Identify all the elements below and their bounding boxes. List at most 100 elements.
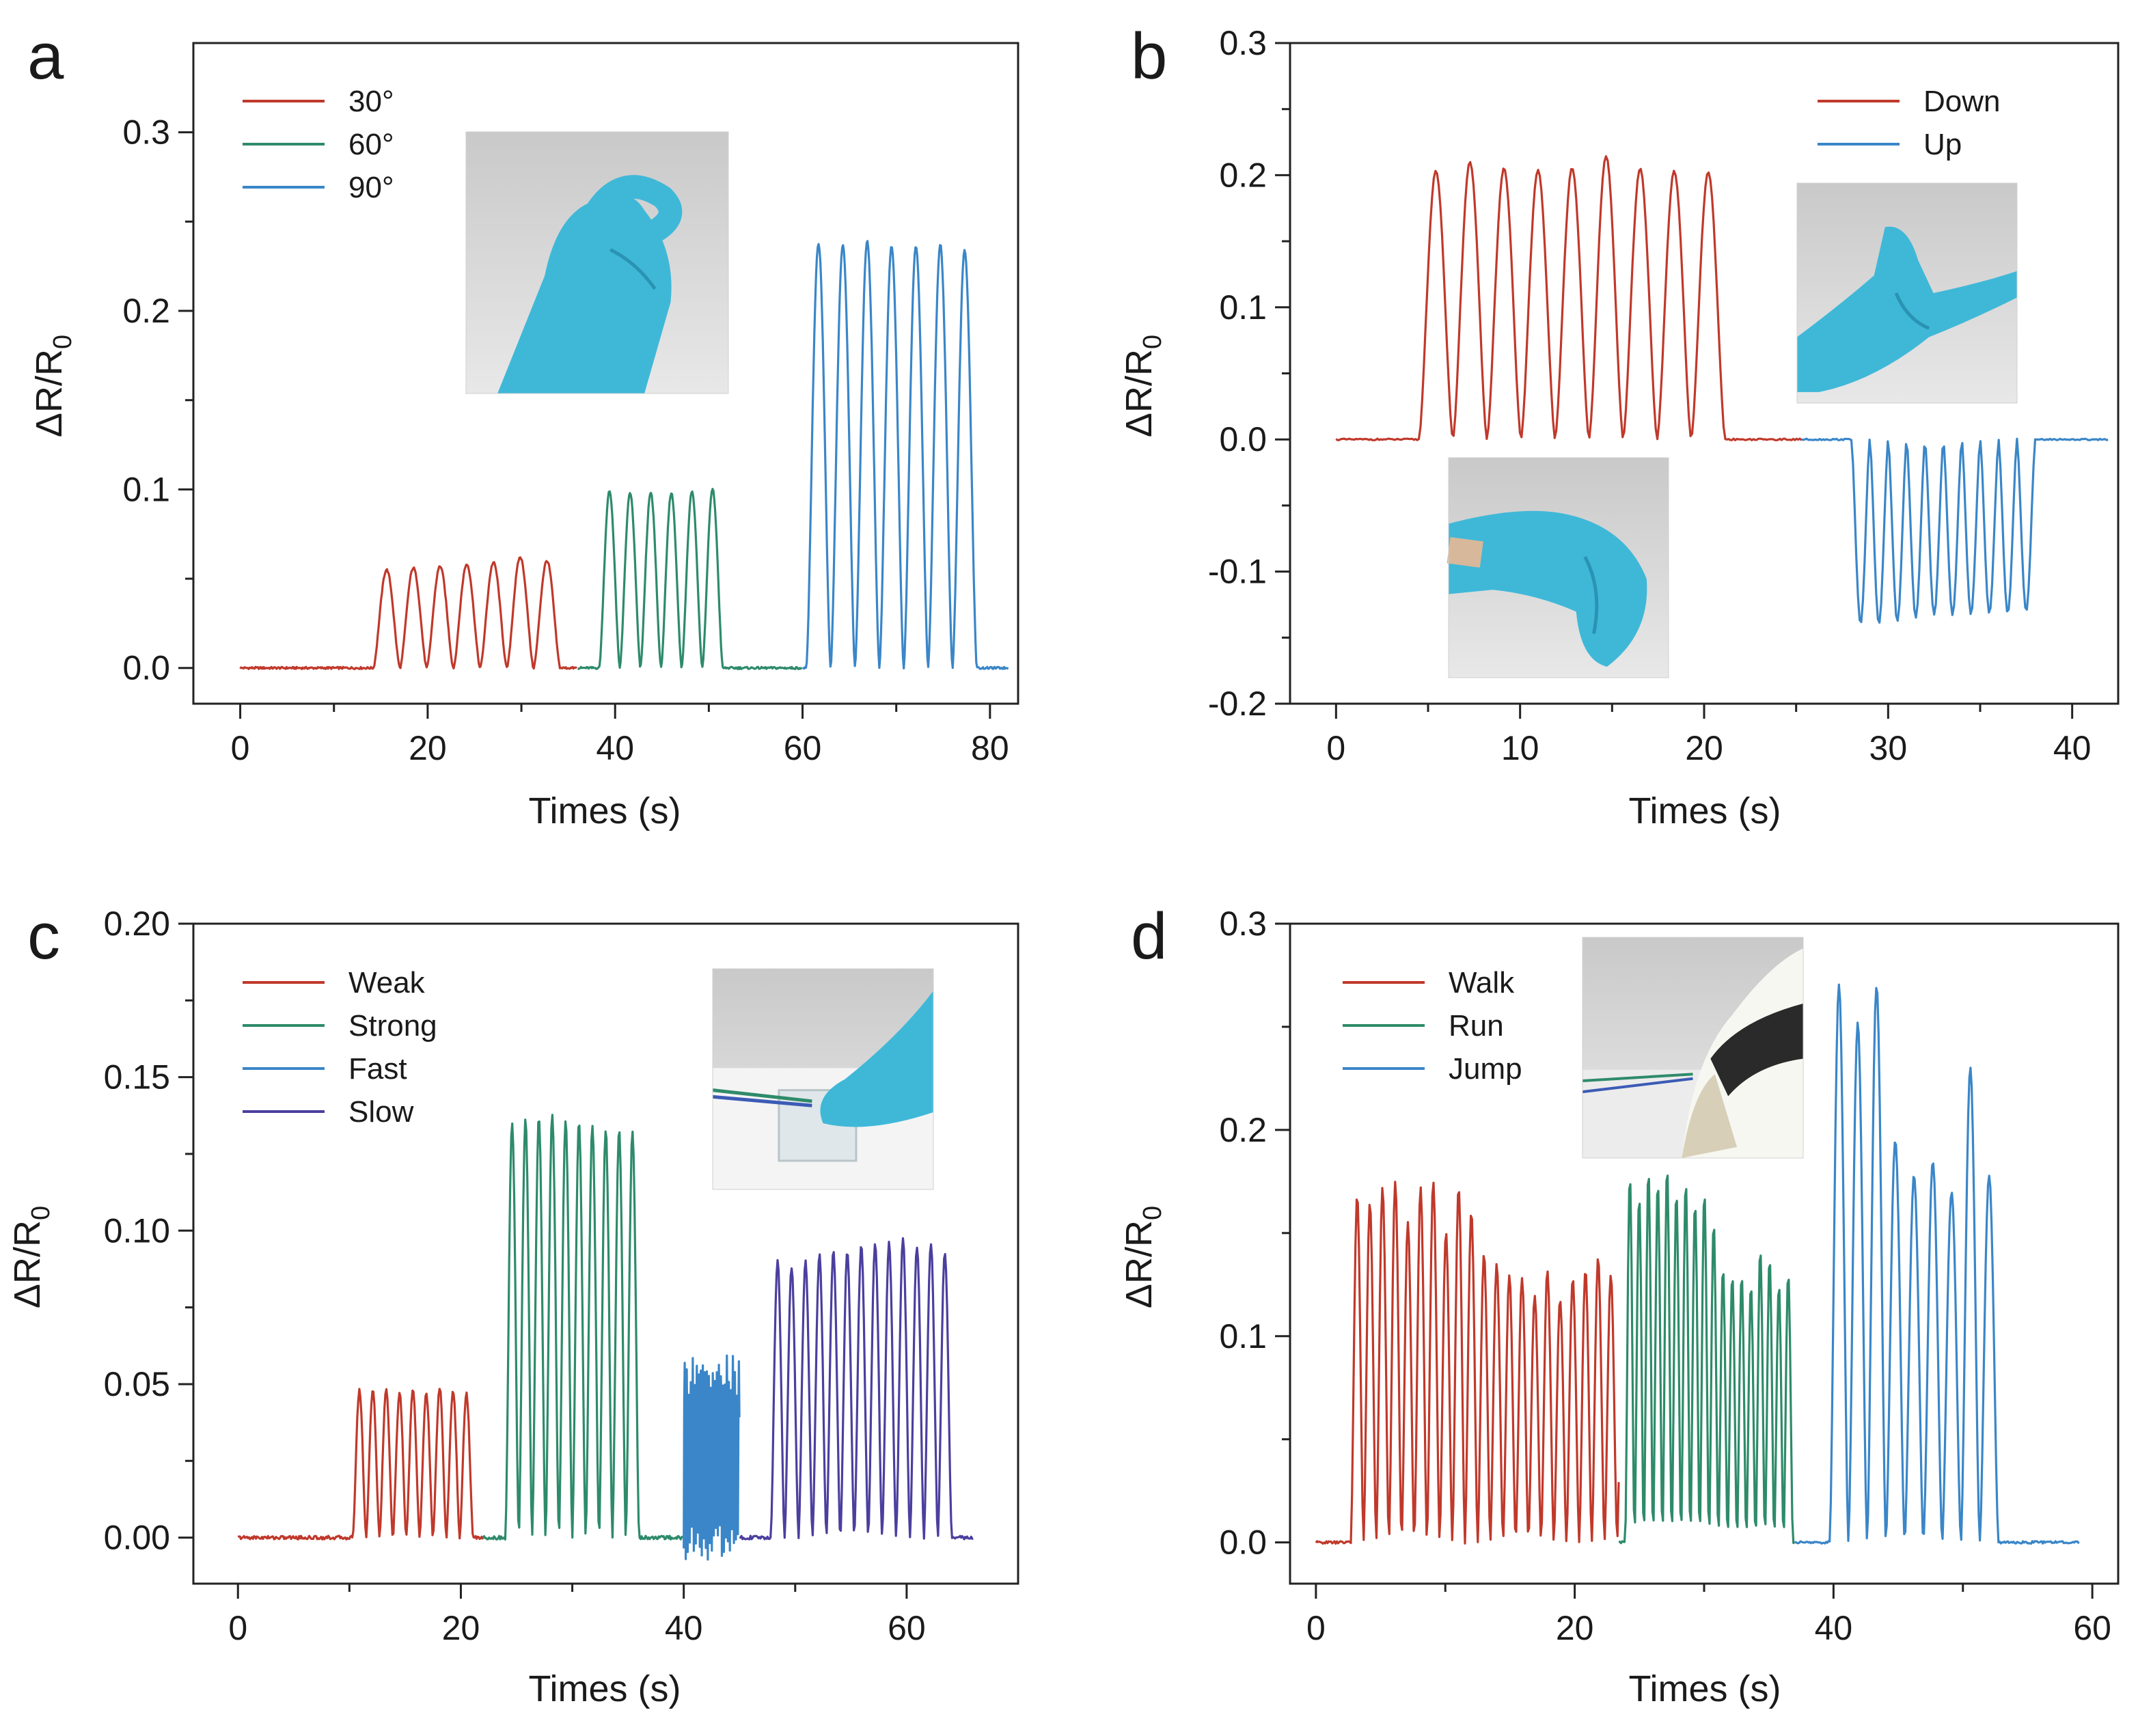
y-tick-label: 0.3: [1219, 24, 1267, 62]
x-tick-label: 0: [1306, 1609, 1326, 1647]
gloved-finger: [820, 991, 933, 1127]
x-tick-label: 40: [665, 1609, 703, 1647]
x-axis-title: Times (s): [529, 1668, 681, 1709]
panel-letter-d: d: [1131, 900, 1167, 973]
y-axis-title: ΔR/R0: [1119, 335, 1167, 437]
legend: Weak Strong Fast Slow: [243, 966, 437, 1129]
y-tick-label: -0.1: [1208, 553, 1267, 591]
x-tick-label: 20: [1556, 1609, 1594, 1647]
x-tick-label: 0: [1326, 729, 1345, 767]
legend-label: Strong: [348, 1009, 437, 1043]
x-tick-label: 0: [231, 729, 250, 767]
panel-letter-b: b: [1131, 20, 1167, 93]
inset-border: [1582, 937, 1804, 1159]
panel-c: c 0 20 40 60 0.00 0.05 0.10 0.15 0.20 Times (s) ΔR/…: [7, 900, 1019, 1709]
panel-letter-a: a: [27, 20, 64, 93]
y-axis-title-main: ΔR/R: [29, 349, 70, 437]
inset-photo-press: [712, 968, 934, 1190]
legend-label: 60°: [348, 128, 394, 161]
y-tick-label: 0.15: [104, 1058, 170, 1097]
series-line-60: [577, 488, 803, 670]
shoe-black-panel: [1710, 1003, 1803, 1097]
sensor-wire: [1582, 1077, 1693, 1094]
series-line-weak: [237, 1388, 484, 1541]
series-line-run: [1618, 1174, 1795, 1545]
glove-crease: [1583, 555, 1599, 635]
x-tick-label: 20: [442, 1609, 480, 1647]
y-tick-label: 0.2: [1219, 156, 1267, 194]
legend-label: Weak: [348, 966, 426, 1000]
y-tick-label: 0.3: [1219, 905, 1267, 943]
inset-photo-finger-bent: [465, 131, 729, 394]
y-axis-title-main: ΔR/R: [1119, 349, 1160, 437]
y-tick-label: 0.1: [1219, 288, 1267, 327]
legend-label: 90°: [348, 171, 394, 204]
plot-frame: [192, 922, 1019, 1585]
sensor-wire: [712, 1088, 812, 1103]
glove-crease: [609, 248, 657, 290]
x-tick-label: 80: [971, 729, 1009, 767]
y-tick-label: 0.0: [1219, 420, 1267, 458]
inset-border: [465, 131, 729, 394]
inset-photo-finger-up: [1796, 182, 2018, 404]
legend-label: Down: [1923, 85, 2001, 118]
y-tick-label: 0.2: [1219, 1111, 1267, 1149]
legend-label: 30°: [348, 85, 394, 118]
legend-label: Fast: [348, 1052, 407, 1086]
y-axis-title-subscript: 0: [1138, 1206, 1167, 1220]
y-tick-label: 0.05: [104, 1365, 170, 1403]
y-axis-title-main: ΔR/R: [7, 1220, 48, 1308]
y-tick-label: 0.1: [1219, 1317, 1267, 1355]
panel-b: b 0 10 20 30 40 -0.2 -0.1 0.0 0.1 0.2 0.3 Times (s) Δ…: [1119, 20, 2120, 831]
x-axis-title: Times (s): [529, 790, 681, 831]
x-tick-label: 40: [596, 729, 634, 767]
y-axis-title: ΔR/R0: [29, 335, 77, 437]
glove-hand: [1449, 510, 1647, 667]
x-tick-label: 60: [888, 1609, 926, 1647]
plot-frame: [192, 42, 1019, 705]
y-tick-label: 0.0: [122, 649, 170, 687]
x-tick-label: 40: [1815, 1609, 1853, 1647]
glove-crease: [1894, 292, 1930, 330]
panel-letter-c: c: [27, 900, 60, 973]
legend-label: Jump: [1449, 1052, 1522, 1086]
x-axis-title: Times (s): [1629, 790, 1781, 831]
series-line-down: [1335, 155, 1803, 441]
legend: Down Up: [1818, 85, 2001, 161]
y-tick-label: 0.3: [122, 113, 170, 152]
y-axis-title: ΔR/R0: [7, 1206, 55, 1308]
x-tick-label: 10: [1501, 729, 1539, 767]
glove-bent-finger: [585, 175, 683, 243]
y-axis-title-subscript: 0: [1138, 335, 1167, 349]
x-tick-label: 30: [1869, 729, 1908, 767]
y-axis-title-subscript: 0: [27, 1206, 55, 1220]
y-axis-title-subscript: 0: [49, 335, 77, 349]
legend-label: Up: [1923, 128, 1962, 161]
inset-border: [1796, 182, 2018, 404]
y-tick-label: -0.2: [1208, 685, 1267, 723]
wrist-skin: [1447, 537, 1483, 568]
y-tick-label: 0.2: [122, 292, 170, 330]
shoe-sole: [1682, 1074, 1738, 1158]
inset-border: [1448, 457, 1669, 678]
y-tick-label: 0.10: [104, 1211, 170, 1250]
legend-label: Run: [1449, 1009, 1504, 1043]
glove-hand: [497, 193, 672, 394]
sensor-wire: [1582, 1073, 1693, 1082]
x-tick-label: 20: [409, 729, 447, 767]
series-line-30: [239, 556, 577, 670]
series-line-strong: [482, 1114, 684, 1541]
sensor-wire: [712, 1094, 812, 1107]
inset-photo-shoe: [1582, 937, 1804, 1159]
y-tick-label: 0.20: [104, 905, 170, 943]
legend: 30° 60° 90°: [243, 85, 394, 204]
y-tick-label: 0.1: [122, 470, 170, 508]
x-axis-title: Times (s): [1629, 1668, 1781, 1709]
legend-label: Walk: [1449, 966, 1515, 1000]
series-line-jump: [1794, 983, 2080, 1545]
x-tick-label: 20: [1685, 729, 1723, 767]
x-tick-label: 40: [2053, 729, 2092, 767]
